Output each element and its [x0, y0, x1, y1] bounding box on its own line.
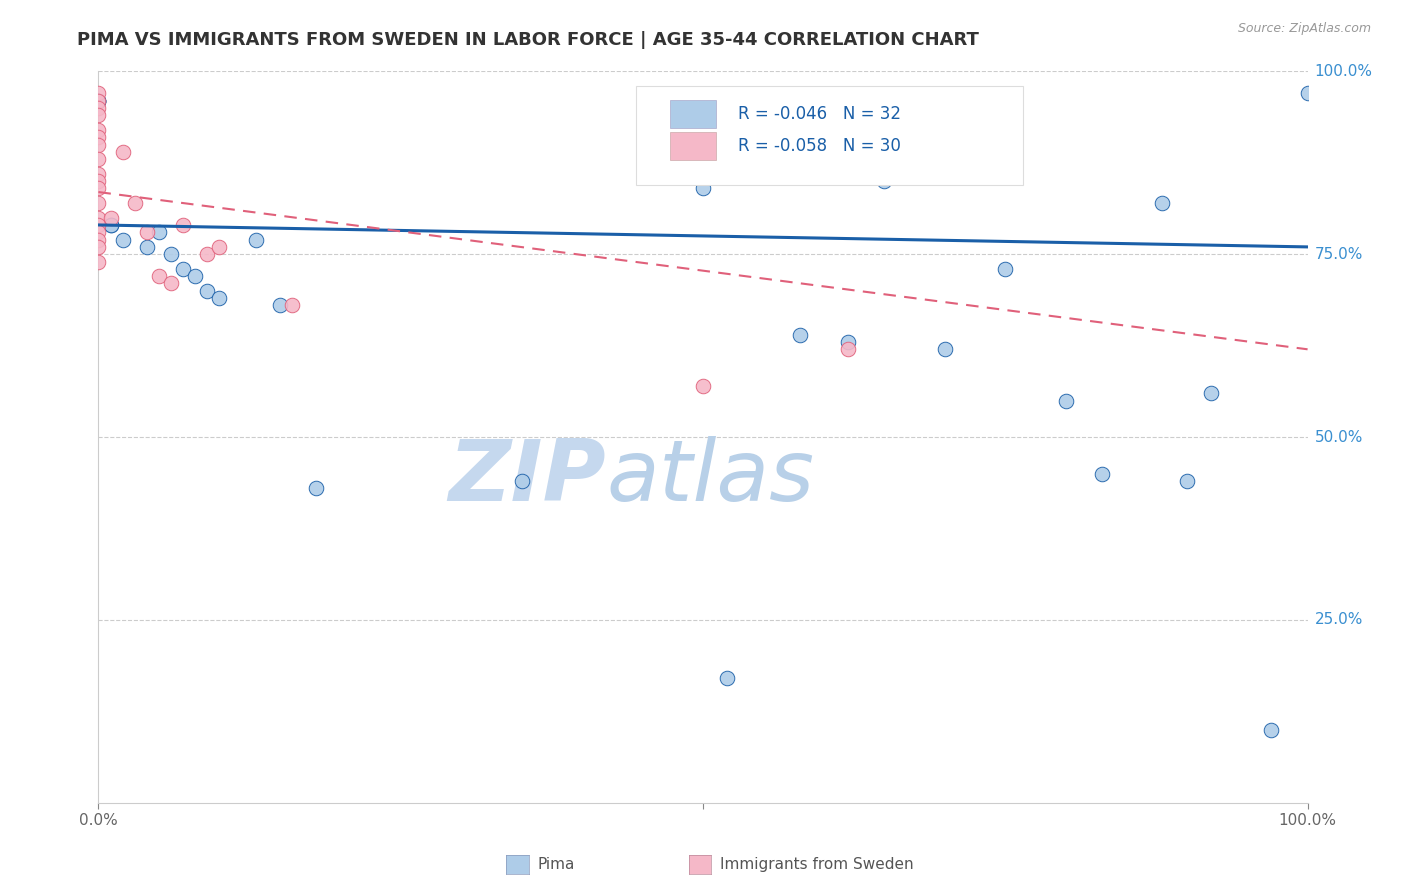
Point — [87, 211, 110, 225]
Point — [87, 94, 110, 108]
Point — [87, 181, 110, 195]
Point — [716, 672, 738, 686]
Point — [87, 108, 110, 122]
Point — [873, 174, 896, 188]
Point — [124, 196, 146, 211]
Point — [100, 211, 122, 225]
Point — [87, 94, 110, 108]
Point — [510, 474, 533, 488]
Point — [87, 152, 110, 166]
Point — [87, 196, 110, 211]
Point — [87, 101, 110, 115]
Point — [87, 174, 110, 188]
Point — [111, 145, 134, 159]
Point — [87, 240, 110, 254]
FancyBboxPatch shape — [637, 86, 1024, 185]
Point — [269, 298, 291, 312]
Point — [692, 379, 714, 393]
Point — [135, 240, 157, 254]
Text: R = -0.046   N = 32: R = -0.046 N = 32 — [738, 104, 901, 123]
Point — [208, 291, 231, 305]
Text: Pima: Pima — [537, 857, 575, 871]
Text: Source: ZipAtlas.com: Source: ZipAtlas.com — [1237, 22, 1371, 36]
Point — [172, 218, 194, 232]
Point — [87, 254, 110, 268]
Point — [111, 233, 134, 247]
Text: 25.0%: 25.0% — [1315, 613, 1362, 627]
Point — [245, 233, 267, 247]
Point — [1152, 196, 1174, 211]
Point — [789, 327, 811, 342]
Text: ZIP: ZIP — [449, 436, 606, 519]
Point — [837, 343, 859, 357]
Point — [1091, 467, 1114, 481]
Point — [87, 94, 110, 108]
Point — [1054, 393, 1077, 408]
Text: 100.0%: 100.0% — [1315, 64, 1372, 78]
Text: 75.0%: 75.0% — [1315, 247, 1362, 261]
Point — [692, 181, 714, 195]
Point — [87, 123, 110, 137]
FancyBboxPatch shape — [671, 100, 716, 128]
Point — [837, 334, 859, 349]
Point — [934, 343, 956, 357]
Point — [100, 218, 122, 232]
Point — [87, 137, 110, 152]
Point — [87, 167, 110, 181]
Text: atlas: atlas — [606, 436, 814, 519]
Point — [148, 225, 170, 239]
Point — [195, 247, 218, 261]
Point — [87, 233, 110, 247]
Point — [87, 94, 110, 108]
Point — [994, 261, 1017, 276]
Point — [184, 269, 207, 284]
Text: R = -0.058   N = 30: R = -0.058 N = 30 — [738, 137, 901, 155]
Point — [87, 87, 110, 101]
Point — [1199, 386, 1222, 401]
Point — [1296, 87, 1319, 101]
Text: Immigrants from Sweden: Immigrants from Sweden — [720, 857, 914, 871]
FancyBboxPatch shape — [671, 132, 716, 160]
Point — [87, 225, 110, 239]
Point — [1260, 723, 1282, 737]
Point — [208, 240, 231, 254]
Point — [135, 225, 157, 239]
Point — [87, 94, 110, 108]
Point — [160, 247, 183, 261]
Point — [87, 218, 110, 232]
Point — [195, 284, 218, 298]
Point — [100, 218, 122, 232]
Text: 50.0%: 50.0% — [1315, 430, 1362, 444]
Text: PIMA VS IMMIGRANTS FROM SWEDEN IN LABOR FORCE | AGE 35-44 CORRELATION CHART: PIMA VS IMMIGRANTS FROM SWEDEN IN LABOR … — [77, 31, 979, 49]
Point — [160, 277, 183, 291]
Point — [1175, 474, 1198, 488]
Point — [305, 481, 328, 495]
Point — [172, 261, 194, 276]
Point — [87, 130, 110, 145]
Point — [148, 269, 170, 284]
Point — [281, 298, 304, 312]
